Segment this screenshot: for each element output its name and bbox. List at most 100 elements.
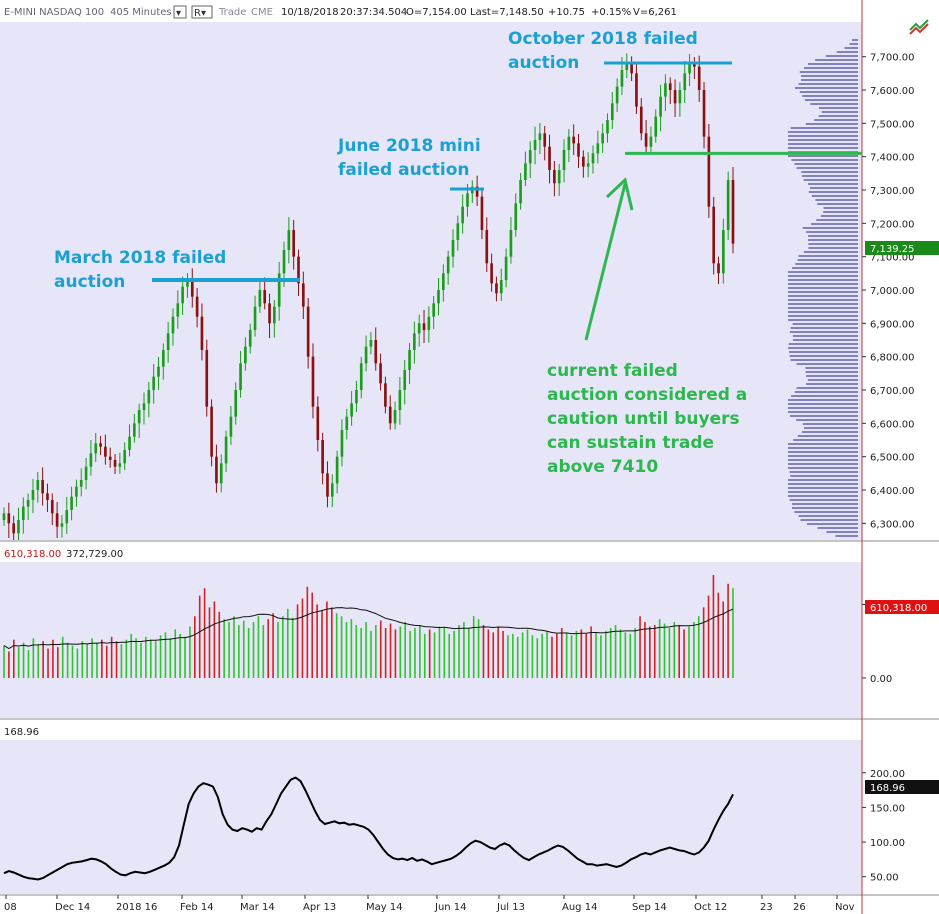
candle-body <box>528 150 532 164</box>
candle-body <box>84 466 88 480</box>
candle-body <box>12 523 15 534</box>
candle-body <box>577 143 580 157</box>
candle-body <box>403 370 407 390</box>
candle-body <box>75 486 78 497</box>
candle-body <box>340 430 344 457</box>
candle-body <box>171 316 175 334</box>
candle-body <box>697 66 701 90</box>
annotation-march-line2: auction <box>54 272 125 292</box>
x-tick-label: Oct 12 <box>694 902 727 913</box>
candle-body <box>620 70 624 87</box>
candle-body <box>596 143 600 154</box>
volume-tick-label: 0.00 <box>870 674 892 685</box>
candle-body <box>509 230 513 257</box>
candle-body <box>432 303 436 317</box>
candle-body <box>70 496 73 510</box>
candle-body <box>229 416 233 437</box>
candle-body <box>239 363 242 390</box>
price-badge: 7,139.25 <box>865 241 939 255</box>
candle-body <box>726 180 730 230</box>
pct-label: +0.15% <box>591 7 631 18</box>
candle-body <box>688 63 691 74</box>
candle-body <box>258 290 262 307</box>
candle-body <box>654 116 658 137</box>
candle-body <box>601 133 604 144</box>
price-tick-label: 7,100.00 <box>870 253 915 264</box>
candle-body <box>678 90 682 104</box>
candle-body <box>104 446 107 457</box>
candle-body <box>615 86 619 104</box>
candle-body <box>393 410 397 424</box>
candle-body <box>538 133 542 140</box>
candle-body <box>128 436 131 450</box>
price-tick-label: 6,300.00 <box>870 519 915 530</box>
candle-body <box>625 63 629 70</box>
candle-body <box>26 500 30 507</box>
symbol-label: E-MINI NASDAQ 100 <box>4 7 104 18</box>
candle-body <box>147 390 151 404</box>
candle-body <box>133 423 136 437</box>
volume-series <box>3 575 734 678</box>
refresh-button[interactable] <box>191 5 213 19</box>
candle-body <box>219 463 223 484</box>
open-label: O=7,154.00 <box>406 7 467 18</box>
candle-body <box>234 390 238 417</box>
refresh-button-label: R▾ <box>194 8 206 19</box>
price-tick-label: 7,700.00 <box>870 53 915 64</box>
candle-body <box>224 436 228 464</box>
candle-body <box>398 390 402 410</box>
candle-body <box>79 480 83 487</box>
candle-body <box>606 120 609 134</box>
candle-body <box>524 163 527 180</box>
candle-body <box>287 230 291 250</box>
candle-body <box>306 306 310 357</box>
price-series <box>2 53 735 540</box>
time-label: 20:37:34.504 <box>340 7 407 18</box>
candle-body <box>543 133 547 147</box>
candle-body <box>673 90 677 104</box>
volume-last-label: 610,318.00 <box>4 549 61 560</box>
candle-body <box>46 493 49 500</box>
price-tick-label: 6,500.00 <box>870 453 915 464</box>
indicator-series <box>3 776 734 881</box>
volume-average-label: 372,729.00 <box>66 549 123 560</box>
candle-body <box>557 170 561 184</box>
candle-body <box>610 103 614 120</box>
candle-body <box>442 273 445 290</box>
candle-body <box>311 356 315 407</box>
candle-body <box>50 500 54 514</box>
annotation-current-line5: above 7410 <box>547 457 658 477</box>
x-tick-label: May 14 <box>366 902 403 913</box>
x-tick-label: Nov <box>835 902 855 913</box>
candle-body <box>533 140 537 150</box>
candle-body <box>205 350 209 407</box>
indicator-tick-label: 200.00 <box>870 769 905 780</box>
interval-dropdown-button[interactable] <box>173 5 187 19</box>
chart-settings-icon[interactable] <box>909 19 929 35</box>
volume-badge-label: 610,318.00 <box>870 603 927 614</box>
candle-body <box>60 523 64 527</box>
candle-body <box>31 490 35 500</box>
candle-body <box>639 106 643 134</box>
price-tick-label: 7,300.00 <box>870 186 915 197</box>
candle-body <box>273 306 276 324</box>
x-tick-label: Dec 14 <box>55 902 90 913</box>
candle-body <box>263 290 267 304</box>
candle-body <box>7 513 11 524</box>
candle-body <box>422 323 426 330</box>
annotation-arrow <box>584 177 634 341</box>
indicator-tick-label: 50.00 <box>870 873 899 884</box>
candle-body <box>553 170 556 184</box>
candle-body <box>731 180 735 244</box>
price-tick-label: 6,900.00 <box>870 319 915 330</box>
candle-body <box>268 303 271 324</box>
price-tick-label: 7,200.00 <box>870 219 915 230</box>
candle-body <box>437 290 440 304</box>
candle-body <box>582 156 585 167</box>
candle-body <box>499 280 503 294</box>
candle-body <box>200 316 204 350</box>
candle-body <box>41 480 44 494</box>
candle-body <box>118 463 122 467</box>
candle-body <box>485 230 489 264</box>
indicator-badge: 168.96 <box>865 780 939 794</box>
